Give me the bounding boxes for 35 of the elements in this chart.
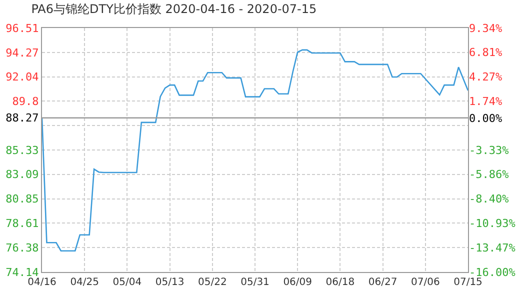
y-tick-label: 76.38 <box>6 241 39 254</box>
y2-tick-label: -3.33% <box>469 144 510 157</box>
x-tick-label: 05/31 <box>240 277 270 288</box>
y2-tick-label: -5.86% <box>469 168 510 182</box>
x-tick-label: 07/06 <box>410 277 440 288</box>
y2-tick-label: 4.27% <box>469 70 502 84</box>
y2-tick-label: 9.34% <box>469 22 502 35</box>
x-tick-label: 07/15 <box>454 277 482 288</box>
x-tick-label: 05/13 <box>155 277 184 288</box>
x-tick-label: 05/22 <box>198 277 227 288</box>
y-tick-label: 92.04 <box>6 70 40 84</box>
y-tick-label: 78.61 <box>6 217 39 230</box>
y-tick-label: 83.09 <box>6 168 39 182</box>
y2-tick-label: -16.00% <box>469 266 516 279</box>
x-tick-label: 06/18 <box>326 277 355 288</box>
x-tick-label: 06/27 <box>368 277 398 288</box>
y-tick-label: 96.51 <box>6 22 39 35</box>
y2-tick-label: -8.40% <box>469 192 510 206</box>
chart-title: PA6与锦纶DTY比价指数 2020-04-16 - 2020-07-15 <box>31 2 317 16</box>
y2-tick-label: 6.81% <box>469 46 502 60</box>
x-tick-label: 04/25 <box>70 277 100 288</box>
y2-tick-label: 0.00% <box>469 112 502 125</box>
y2-tick-label: -10.93% <box>469 217 516 230</box>
y2-tick-label: 1.74% <box>469 95 502 108</box>
x-tick-label: 04/16 <box>28 277 56 288</box>
y-tick-label: 94.27 <box>6 46 39 60</box>
x-tick-label: 06/09 <box>283 277 312 288</box>
y-tick-label: 88.27 <box>6 112 39 125</box>
y-tick-label: 89.8 <box>12 95 39 108</box>
y-tick-label: 80.85 <box>6 192 39 206</box>
y-tick-label: 74.14 <box>6 266 40 279</box>
y2-tick-label: -13.47% <box>469 241 516 254</box>
line-series <box>42 49 468 252</box>
y-tick-label: 85.33 <box>6 144 39 157</box>
x-tick-label: 05/04 <box>112 277 142 288</box>
